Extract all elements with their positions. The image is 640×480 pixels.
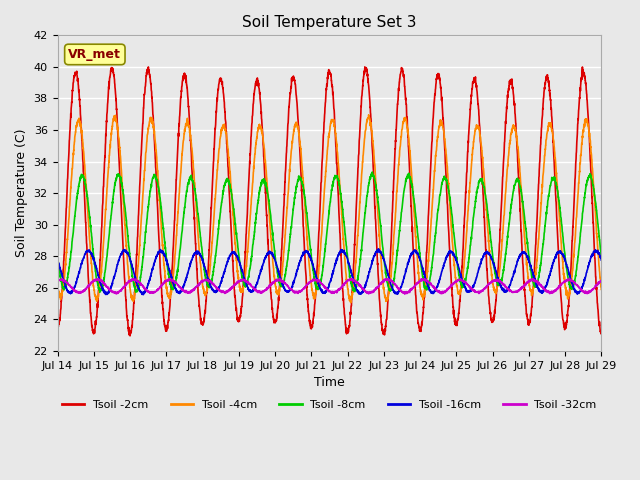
Tsoil -8cm xyxy=(369,169,376,175)
Tsoil -4cm xyxy=(148,116,156,122)
Tsoil -16cm xyxy=(587,254,595,260)
Tsoil -32cm xyxy=(597,278,605,284)
Tsoil -2cm xyxy=(597,329,605,335)
X-axis label: Time: Time xyxy=(314,376,345,389)
Tsoil -2cm xyxy=(116,165,124,171)
Tsoil -16cm xyxy=(54,256,61,262)
Tsoil -16cm xyxy=(529,268,536,274)
Tsoil -4cm xyxy=(54,285,61,290)
Tsoil -8cm xyxy=(529,275,536,280)
Tsoil -16cm xyxy=(116,254,124,260)
Tsoil -4cm xyxy=(587,147,595,153)
Tsoil -4cm xyxy=(597,287,605,292)
Tsoil -32cm xyxy=(401,291,409,297)
Tsoil -32cm xyxy=(587,288,595,294)
Text: VR_met: VR_met xyxy=(68,48,121,61)
Tsoil -2cm xyxy=(361,64,369,70)
Tsoil -4cm xyxy=(529,289,536,295)
Tsoil -16cm xyxy=(374,246,382,252)
Tsoil -8cm xyxy=(148,179,156,184)
Tsoil -16cm xyxy=(148,267,156,273)
Tsoil -32cm xyxy=(148,290,156,296)
Line: Tsoil -4cm: Tsoil -4cm xyxy=(58,115,601,303)
Line: Tsoil -2cm: Tsoil -2cm xyxy=(58,67,601,336)
Tsoil -32cm xyxy=(529,277,536,283)
Tsoil -8cm xyxy=(587,174,595,180)
Tsoil -2cm xyxy=(587,168,595,174)
Tsoil -4cm xyxy=(365,112,372,118)
Tsoil -2cm xyxy=(148,95,156,100)
Line: Tsoil -16cm: Tsoil -16cm xyxy=(58,249,601,295)
Tsoil -8cm xyxy=(96,289,104,295)
Tsoil -8cm xyxy=(262,182,270,188)
Line: Tsoil -32cm: Tsoil -32cm xyxy=(58,278,601,294)
Tsoil -8cm xyxy=(286,236,294,242)
Tsoil -32cm xyxy=(286,286,294,291)
Tsoil -8cm xyxy=(116,173,124,179)
Tsoil -8cm xyxy=(597,253,605,259)
Line: Tsoil -8cm: Tsoil -8cm xyxy=(58,172,601,292)
Tsoil -2cm xyxy=(286,96,294,101)
Tsoil -4cm xyxy=(116,145,124,151)
Tsoil -32cm xyxy=(346,276,354,281)
Tsoil -8cm xyxy=(54,254,61,260)
Tsoil -2cm xyxy=(262,207,270,213)
Tsoil -2cm xyxy=(126,333,134,339)
Tsoil -16cm xyxy=(262,253,270,259)
Legend: Tsoil -2cm, Tsoil -4cm, Tsoil -8cm, Tsoil -16cm, Tsoil -32cm: Tsoil -2cm, Tsoil -4cm, Tsoil -8cm, Tsoi… xyxy=(58,396,601,415)
Tsoil -16cm xyxy=(597,257,605,263)
Tsoil -4cm xyxy=(286,167,294,172)
Tsoil -2cm xyxy=(529,295,536,300)
Y-axis label: Soil Temperature (C): Soil Temperature (C) xyxy=(15,129,28,257)
Tsoil -4cm xyxy=(347,300,355,306)
Tsoil -16cm xyxy=(102,292,110,298)
Tsoil -2cm xyxy=(54,324,61,329)
Title: Soil Temperature Set 3: Soil Temperature Set 3 xyxy=(242,15,417,30)
Tsoil -32cm xyxy=(116,288,124,294)
Tsoil -16cm xyxy=(286,288,294,294)
Tsoil -4cm xyxy=(262,167,270,173)
Tsoil -32cm xyxy=(262,287,270,292)
Tsoil -32cm xyxy=(54,277,61,283)
